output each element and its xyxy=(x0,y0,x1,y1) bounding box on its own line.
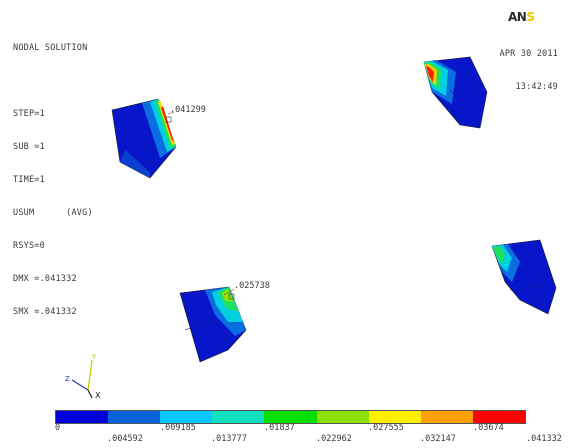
legend-color-segment xyxy=(108,411,161,423)
part-c xyxy=(179,286,247,363)
y-axis-line xyxy=(87,359,93,391)
legend-label-bottom: .032147 xyxy=(420,434,456,444)
legend-label-bottom: .004592 xyxy=(107,434,143,444)
time-text: 13:42:49 xyxy=(515,82,558,92)
legend-color-segment xyxy=(212,411,265,423)
legend-label-top: .009185 xyxy=(160,423,196,433)
part-d xyxy=(491,239,557,315)
legend-label-top: 0 xyxy=(55,423,61,433)
legend-color-segment xyxy=(56,411,109,423)
legend-color-segment xyxy=(264,411,317,423)
date-text: APR 30 2011 xyxy=(499,49,558,59)
legend-color-segment xyxy=(420,411,473,423)
marker-c xyxy=(228,293,235,300)
part-b xyxy=(423,56,488,129)
legend-label-top: .01837 xyxy=(264,423,295,433)
legend-label-top: .03674 xyxy=(473,423,504,433)
leader-c xyxy=(223,288,235,296)
info-line: STEP=1 xyxy=(13,109,45,119)
legend-label-bottom: .013777 xyxy=(211,434,247,444)
part-a xyxy=(111,98,177,179)
legend-label-bottom: .041332 xyxy=(526,434,562,444)
info-line: TIME=1 xyxy=(13,175,45,185)
leader-a xyxy=(167,111,175,115)
coordinate-triad: Y Z X xyxy=(65,353,101,400)
marker-a xyxy=(165,116,172,123)
ansys-logo: ANS xyxy=(508,10,535,24)
contour-legend-bar xyxy=(55,410,526,424)
info-line: SUB =1 xyxy=(13,142,45,152)
datetime-stamp: APR 30 2011 13:42:49 xyxy=(500,27,559,104)
legend-color-segment xyxy=(472,411,525,423)
info-line: NODAL SOLUTION xyxy=(13,43,88,53)
solution-info: NODAL SOLUTION STEP=1 SUB =1 TIME=1 USUM… xyxy=(13,21,93,329)
logo-part2: S xyxy=(526,10,535,24)
legend-color-segment xyxy=(316,411,369,423)
max-value-label: .041299 xyxy=(170,105,206,115)
legend-label-bottom: .022962 xyxy=(316,434,352,444)
info-line: USUM (AVG) xyxy=(13,208,93,218)
y-axis-label: Y xyxy=(91,353,97,361)
z-axis-label: Z xyxy=(65,375,70,383)
logo-part1: AN xyxy=(508,10,527,24)
legend-label-top: .027555 xyxy=(368,423,404,433)
info-line: RSYS=0 xyxy=(13,241,45,251)
legend-color-segment xyxy=(368,411,421,423)
legend-color-segment xyxy=(160,411,213,423)
x-axis-line xyxy=(87,389,93,399)
z-axis-line xyxy=(71,379,89,391)
x-axis-label: X xyxy=(95,391,101,400)
info-line: DMX =.041332 xyxy=(13,274,77,284)
info-line: SMX =.041332 xyxy=(13,307,77,317)
node-value-label: .025738 xyxy=(234,281,270,291)
